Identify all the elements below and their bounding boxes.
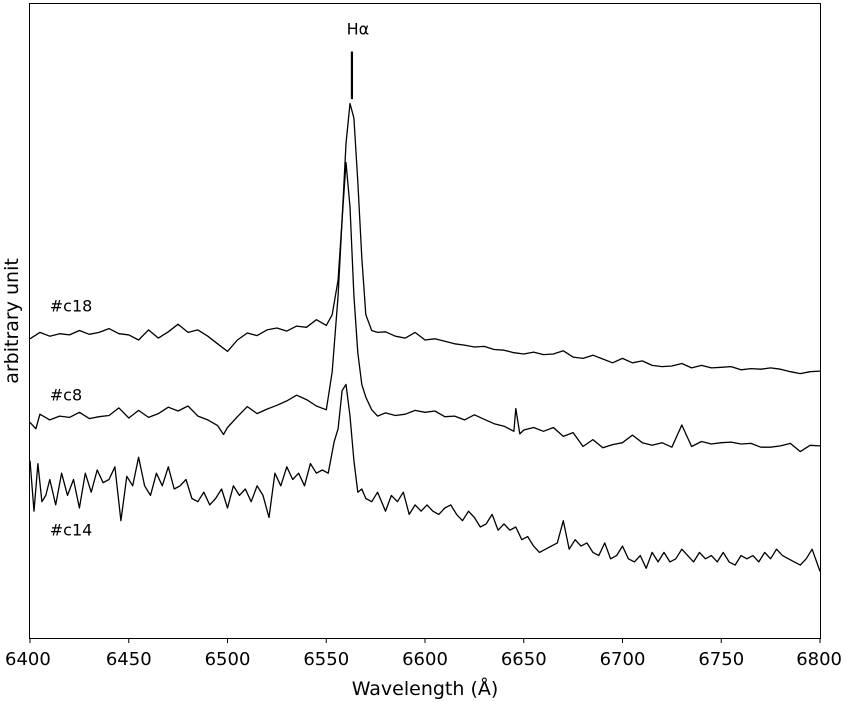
x-axis-ticks: 6400 6450 6500 6550 6600 6650 6700 6750 6800: [5, 638, 842, 670]
y-axis-label: arbitrary unit: [1, 258, 23, 384]
series-line-c14: [29, 383, 821, 572]
x-tick-label-6550: 6550: [303, 649, 349, 670]
series-layer: [29, 102, 821, 572]
annotation-layer: Hα: [347, 20, 370, 100]
series-label-c8: #c8: [50, 385, 82, 404]
x-tick-label-6650: 6650: [501, 649, 547, 670]
x-axis-label: Wavelength (Å): [352, 677, 499, 700]
plot-frame: [29, 3, 821, 639]
x-tick-label-6700: 6700: [600, 649, 646, 670]
x-tick-label-6600: 6600: [402, 649, 448, 670]
series-line-c18: [29, 102, 821, 375]
x-tick-label-6500: 6500: [205, 649, 251, 670]
series-label-c14: #c14: [50, 520, 93, 539]
series-label-c18: #c18: [50, 296, 93, 315]
x-tick-label-6450: 6450: [106, 649, 152, 670]
x-tick-label-6400: 6400: [5, 649, 51, 670]
series-label-layer: #c18 #c8 #c14: [50, 296, 93, 539]
x-tick-label-6800: 6800: [796, 649, 842, 670]
halpha-label: Hα: [347, 20, 370, 39]
series-line-c8: [29, 161, 821, 453]
x-tick-label-6750: 6750: [698, 649, 744, 670]
